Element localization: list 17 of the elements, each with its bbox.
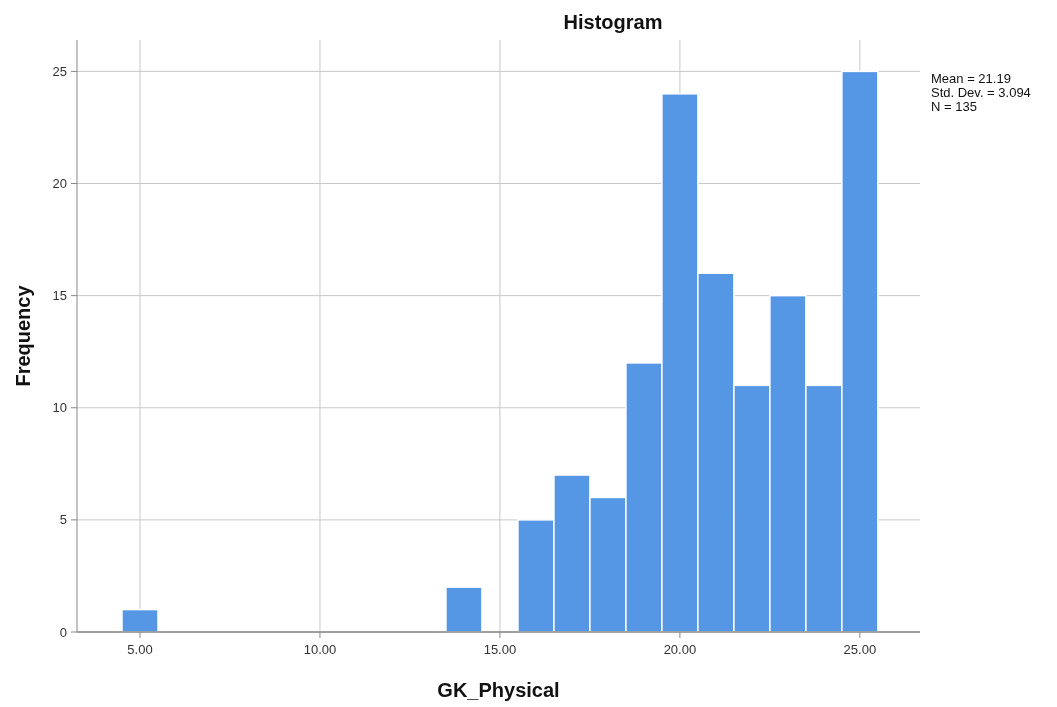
x-axis-title: GK_Physical <box>437 679 560 701</box>
x-tick-label: 5.00 <box>127 642 153 657</box>
chart-title: Histogram <box>563 11 663 33</box>
y-tick-label: 5 <box>59 512 67 528</box>
y-tick-label: 20 <box>52 176 67 192</box>
x-tick-label: 15.00 <box>483 642 517 657</box>
y-tick-label: 10 <box>52 400 67 416</box>
y-tick-label: 15 <box>52 288 67 304</box>
x-tick-label: 10.00 <box>303 642 337 657</box>
x-tick-label: 20.00 <box>663 642 697 657</box>
text: N = 135 <box>931 99 977 114</box>
y-tick-label: 0 <box>59 624 67 640</box>
x-tick-label: 25.00 <box>843 642 877 657</box>
y-axis-title: Frequency <box>12 284 34 387</box>
text: Mean = 21.19 <box>931 71 1011 86</box>
y-tick-label: 25 <box>52 63 67 79</box>
text: Std. Dev. = 3.094 <box>931 85 1031 100</box>
